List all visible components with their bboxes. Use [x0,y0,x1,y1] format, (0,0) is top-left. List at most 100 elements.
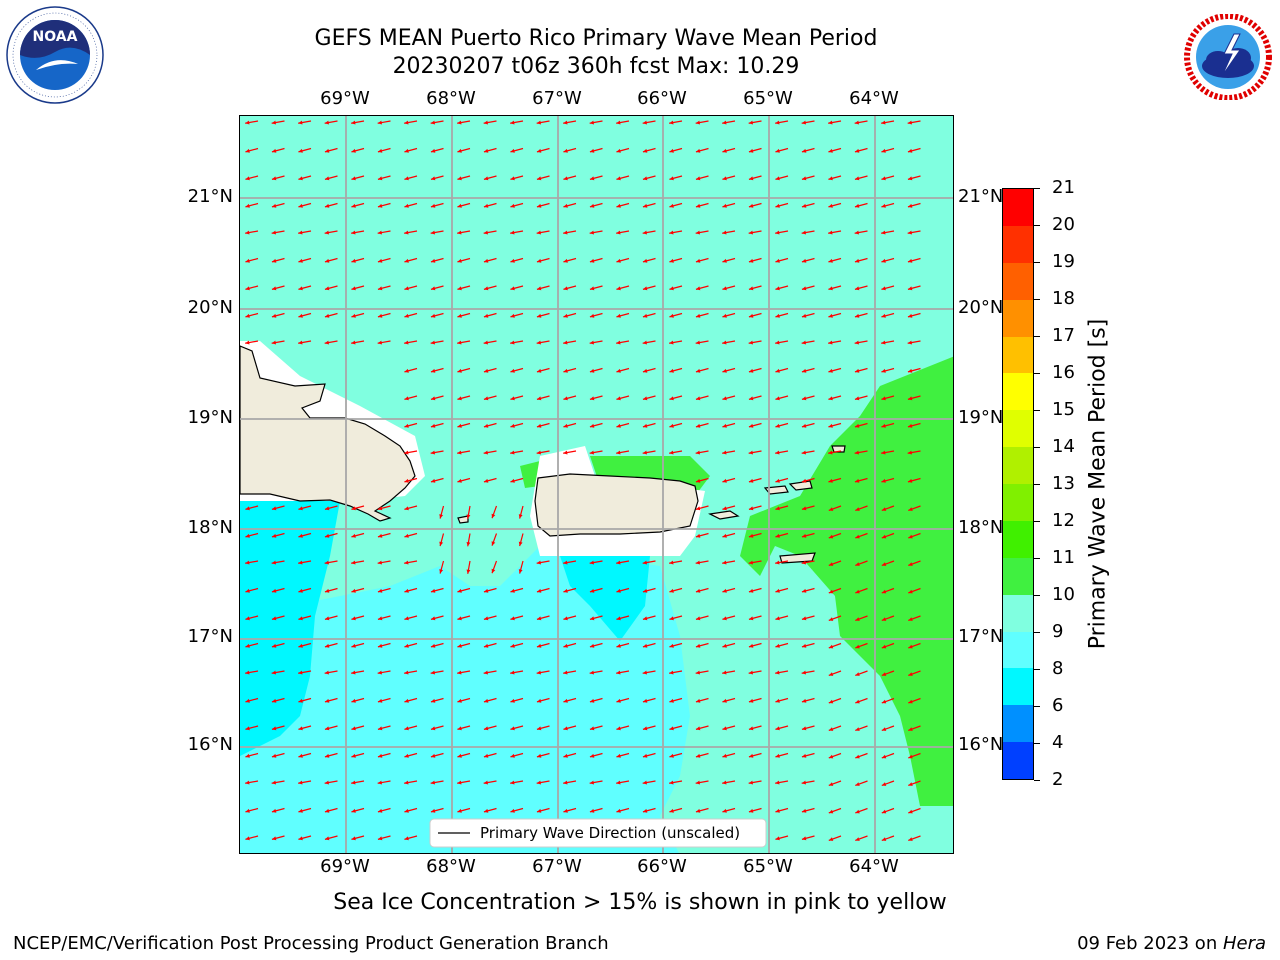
wave-arrow [801,230,815,235]
wave-arrow [695,477,709,483]
colorbar-tick-label: 21 [1052,177,1075,198]
noaa-logo: NOAA [6,6,104,104]
wave-arrow [430,340,444,345]
wave-arrow [324,807,338,813]
wave-arrow [245,835,259,841]
wave-arrow [245,147,259,153]
wave-arrow [518,505,524,519]
wave-arrow [907,202,921,208]
wave-arrow [351,752,365,758]
wave-arrow [775,807,789,813]
wave-arrow [466,560,471,574]
wave-arrow [430,230,444,235]
wave-arrow [695,560,709,565]
colorbar-tick-mark [1034,335,1040,337]
wave-arrow [589,807,603,813]
wave-arrow [589,560,603,565]
wave-arrow [748,560,762,565]
wave-arrow [271,532,285,538]
wave-arrow [245,780,259,785]
wave-arrow [404,340,418,345]
colorbar-segment [1003,447,1033,484]
wave-arrow [801,642,815,648]
colorbar-segment [1003,594,1033,632]
colorbar-tick-label: 10 [1052,584,1075,605]
wave-arrow [775,725,789,731]
wave-arrow [907,477,921,483]
colorbar-tick-mark [1034,742,1040,744]
wave-arrow [298,147,312,153]
wave-arrow [722,175,736,181]
wave-arrow [748,120,762,125]
wave-arrow [855,642,868,649]
wave-arrow [801,752,815,758]
wave-arrow [669,697,683,703]
wave-arrow [245,257,259,263]
wave-arrow [828,752,842,759]
wave-arrow [695,670,709,675]
lon-label-top: 67°W [532,88,582,109]
map-title: GEFS MEAN Puerto Rico Primary Wave Mean … [314,26,878,51]
wave-arrow [855,532,868,539]
wave-arrow [801,807,815,813]
colorbar-segment [1003,520,1033,558]
colorbar-tick-label: 17 [1052,325,1075,346]
wave-arrow [536,697,550,703]
colorbar-segment [1003,668,1033,706]
wave-arrow [722,477,736,483]
wave-arrow [510,257,524,263]
wave-arrow [748,230,762,235]
wave-arrow [536,120,550,125]
wave-arrow [271,725,285,731]
wave-arrow [563,725,577,731]
wave-arrow [483,615,497,621]
wave-arrow [669,422,683,428]
wave-arrow [245,312,259,318]
wave-arrow [801,422,815,428]
wave-arrow [616,120,630,125]
wave-arrow [271,587,285,593]
wave-arrow [642,752,656,758]
colorbar-segment [1003,705,1033,743]
wave-arrow [907,120,921,125]
wave-arrow [722,505,736,511]
wave-arrow [536,367,550,373]
wave-arrow [775,642,789,648]
wave-arrow [828,560,842,567]
wave-arrow [351,147,365,153]
wave-arrow [324,120,338,125]
wave-arrow [351,780,365,785]
wave-arrow [801,505,815,511]
wave-arrow [483,147,497,153]
wave-arrow [404,120,418,125]
wave-arrow [775,175,789,181]
wave-arrow [404,587,418,593]
wave-arrow [855,670,868,677]
wave-arrow [828,147,842,153]
wave-arrow [881,450,895,455]
wave-arrow [907,340,921,345]
wave-arrow [563,670,577,675]
wave-arrow [695,257,709,263]
wave-arrow [722,450,736,455]
wave-arrow [589,780,603,785]
wave-arrow [483,175,497,181]
wave-arrow [775,422,789,428]
wave-arrow [855,780,868,787]
wave-arrow [907,257,921,263]
wave-arrow [854,422,868,428]
wave-arrow [748,725,762,731]
wave-arrow [271,147,285,153]
wave-arrow [430,202,444,208]
wave-arrow [589,120,603,125]
wave-arrow [377,752,391,758]
wave-arrow [510,285,524,291]
wave-arrow [298,505,312,511]
wave-arrow [351,257,365,263]
wave-arrow [589,642,603,648]
wave-arrow [324,147,338,153]
lon-label-bottom: 66°W [637,856,687,877]
wave-arrow [377,175,391,181]
wave-arrow [483,340,497,345]
wave-arrow [457,752,471,758]
